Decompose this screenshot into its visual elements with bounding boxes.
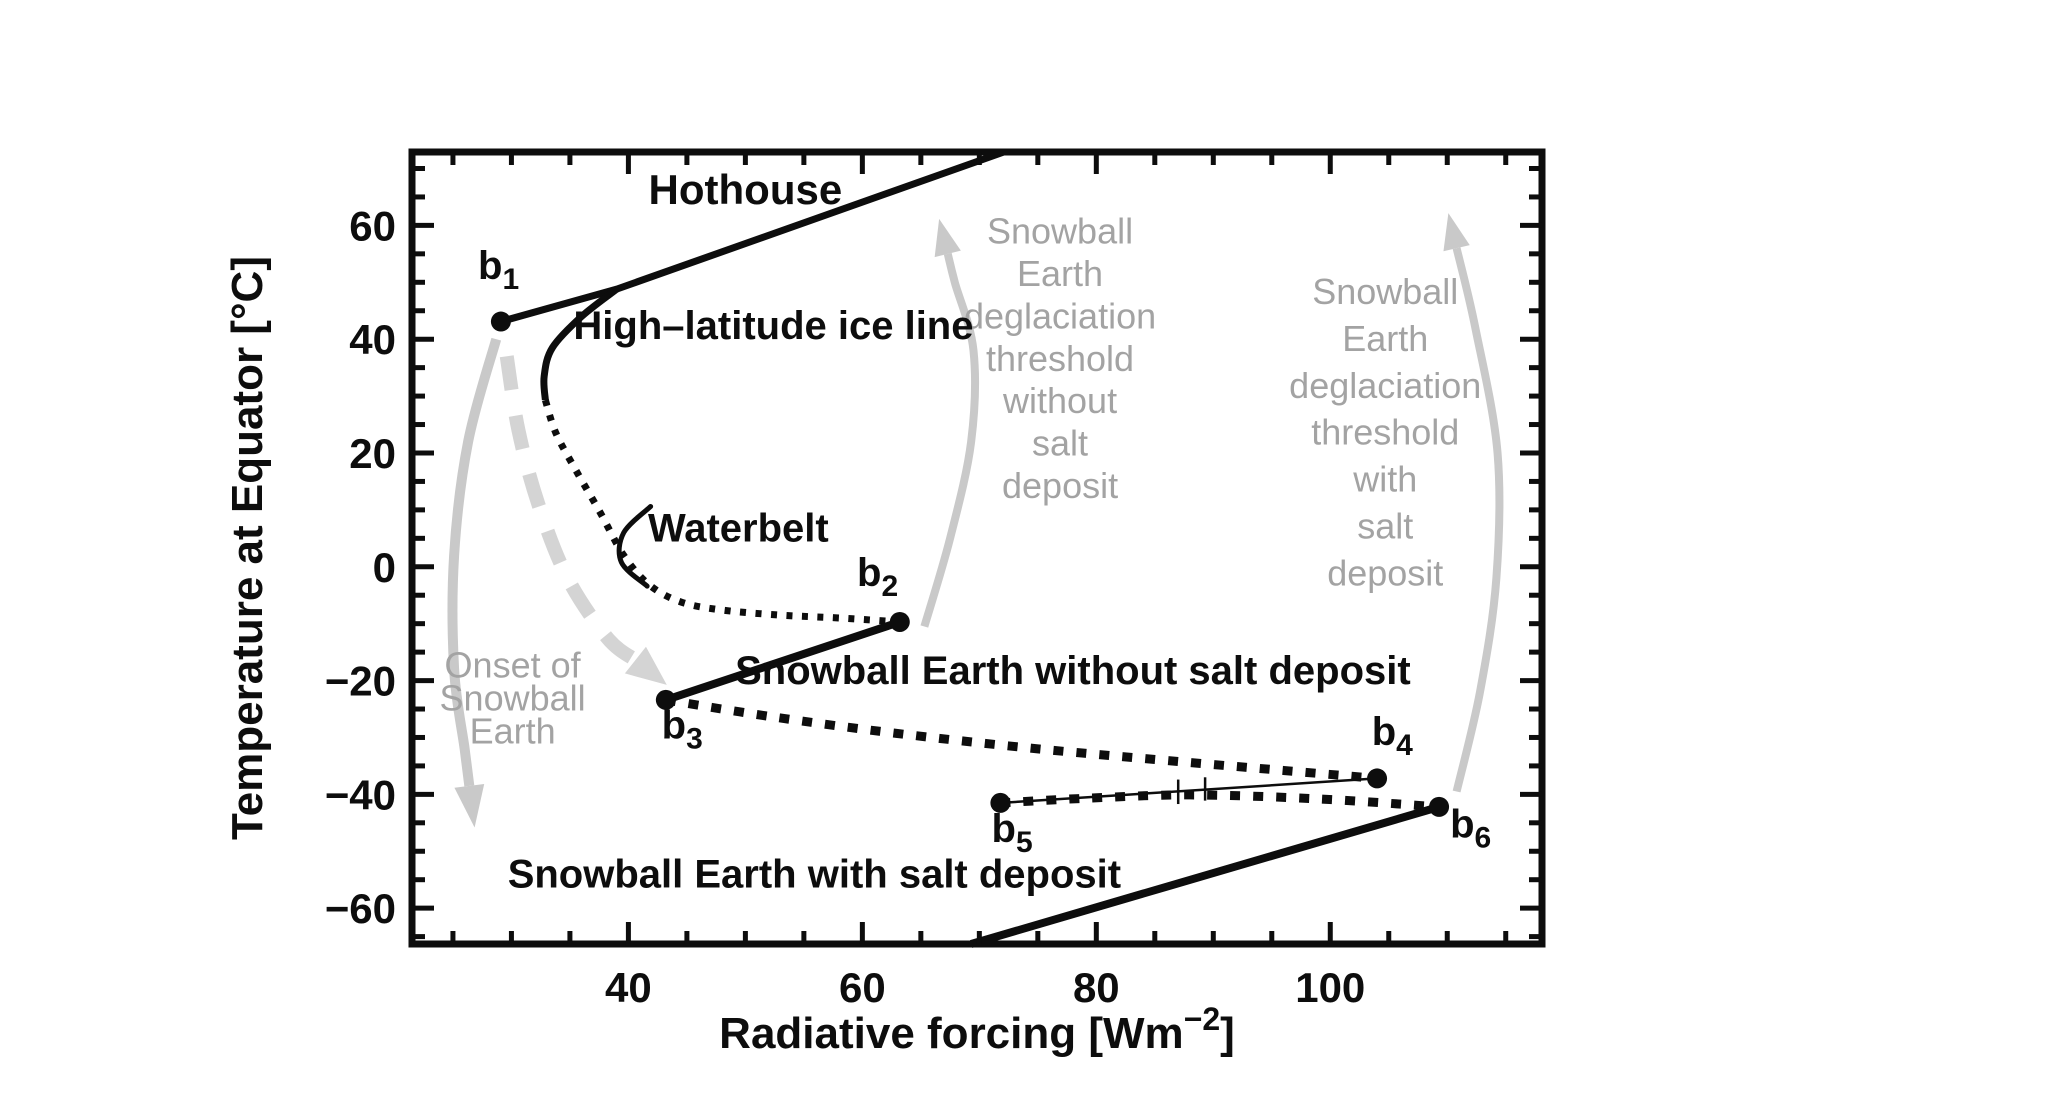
point-b2: [889, 611, 910, 632]
label-deglaciation-with-salt: Snowball Earth deglaciation threshold with sa…: [1289, 271, 1481, 594]
arrow-onset-long: [447, 337, 502, 787]
label-high-latitude-ice-line: High–latitude ice line: [573, 304, 973, 348]
label-deglaciation-without-salt-line: deposit: [1002, 465, 1118, 506]
y-tick-label: −40: [325, 771, 396, 818]
point-b1: [490, 311, 511, 332]
plot-area: [412, 152, 1542, 944]
point-label-b5: b5: [992, 807, 1033, 859]
point-label-b6: b6: [1450, 803, 1491, 855]
arrow-onset-long-head: [454, 783, 485, 828]
label-deglaciation-with-salt-line: salt: [1357, 506, 1413, 547]
label-deglaciation-without-salt-line: Snowball: [987, 211, 1133, 252]
y-tick-label: 0: [373, 544, 396, 591]
point-b4: [1367, 768, 1388, 789]
label-deglaciation-with-salt-line: with: [1352, 459, 1417, 500]
label-deglaciation-without-salt: SnowballEarthdeglaciationthresholdwithou…: [964, 211, 1156, 506]
point-label-b1: b1: [478, 244, 519, 296]
y-tick-label: 40: [349, 316, 396, 363]
label-waterbelt: Waterbelt: [648, 507, 829, 551]
label-snowball-with-salt: Snowball Earth with salt deposit: [508, 853, 1121, 897]
label-deglaciation-with-salt-line: deposit: [1327, 553, 1443, 594]
y-axis-title: Temperature at Equator [°C]: [223, 256, 272, 840]
waterbelt-brace: [616, 503, 654, 589]
x-tick-label: 40: [605, 964, 652, 1011]
axis-ticks: [412, 152, 1542, 944]
point-label-b3: b3: [662, 704, 703, 756]
label-hothouse: Hothouse: [649, 166, 843, 213]
curve-snowball-without-salt-stable: [664, 618, 902, 704]
point-label-b2: b2: [857, 551, 898, 603]
y-tick-label: 20: [349, 430, 396, 477]
curve-iceline-fold: [540, 286, 619, 401]
label-deglaciation-without-salt-line: threshold: [986, 338, 1134, 379]
label-deglaciation-with-salt-line: Snowball: [1312, 271, 1458, 312]
curve-snowball-unstable-b5-b6: [1000, 790, 1440, 812]
label-deglaciation-with-salt-line: deglaciation: [1289, 365, 1481, 406]
x-tick-label: 100: [1295, 964, 1365, 1011]
label-onset-of-snowball-earth-line: Earth: [470, 711, 556, 752]
arrow-deglaciation-without-salt-head: [934, 218, 961, 258]
curve-snowball-unstable-b3-b4: [665, 695, 1378, 783]
curve-iceline-unstable: [542, 399, 901, 626]
point-b5: [990, 792, 1011, 813]
arrow-deglaciation-with-salt-head: [1443, 213, 1470, 252]
label-deglaciation-without-salt-line: Earth: [1017, 253, 1103, 294]
label-deglaciation-without-salt-line: salt: [1032, 423, 1088, 464]
label-snowball-without-salt: Snowball Earth without salt deposit: [735, 649, 1411, 693]
y-tick-label: −20: [325, 658, 396, 705]
arrow-onset-dashed: [499, 355, 640, 666]
x-axis-title: Radiative forcing [Wm−2]: [719, 1001, 1235, 1058]
arrow-onset-dashed-head: [624, 646, 667, 685]
arrow-deglaciation-without-salt: [920, 252, 979, 628]
arrow-deglaciation-with-salt: [1452, 247, 1504, 793]
point-b3: [655, 689, 676, 710]
label-deglaciation-without-salt-line: without: [1002, 380, 1117, 421]
point-label-b4: b4: [1372, 710, 1413, 762]
x-tick-label: 60: [839, 964, 886, 1011]
label-deglaciation-with-salt-line: Earth: [1342, 318, 1428, 359]
x-tick-label: 80: [1073, 964, 1120, 1011]
y-tick-label: 60: [349, 202, 396, 249]
curve-snowball-with-salt-stable: [970, 803, 1441, 948]
label-deglaciation-with-salt-line: threshold: [1311, 412, 1459, 453]
label-onset-of-snowball-earth-line: Onset of: [445, 645, 582, 686]
label-deglaciation-without-salt-line: deglaciation: [964, 295, 1156, 336]
label-onset-of-snowball-earth-line: Snowball: [440, 678, 586, 719]
point-b6: [1429, 796, 1450, 817]
y-tick-label: −60: [325, 885, 396, 932]
